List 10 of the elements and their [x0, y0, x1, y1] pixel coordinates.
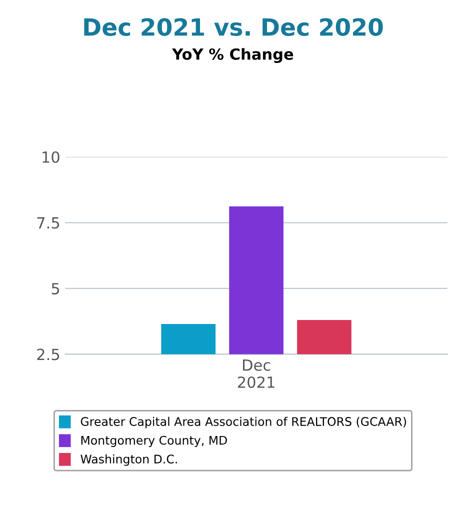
x-tick-label: Dec 2021 [238, 360, 274, 388]
chart-title: Dec 2021 vs. Dec 2020 [84, 18, 383, 36]
chart-subtitle: YoY % Change [172, 48, 294, 63]
legend-label: Montgomery County, MD [81, 436, 227, 448]
legend-label: Greater Capital Area Association of REALTORS (GCAAR) [80, 416, 406, 428]
y-tick-label: 2.5 [37, 348, 60, 360]
y-tick-label: 5 [52, 283, 60, 294]
y-tick-label: 7.5 [37, 217, 60, 229]
legend-label: Washington D.C. [80, 454, 177, 466]
y-tick-label: 10 [42, 151, 60, 163]
